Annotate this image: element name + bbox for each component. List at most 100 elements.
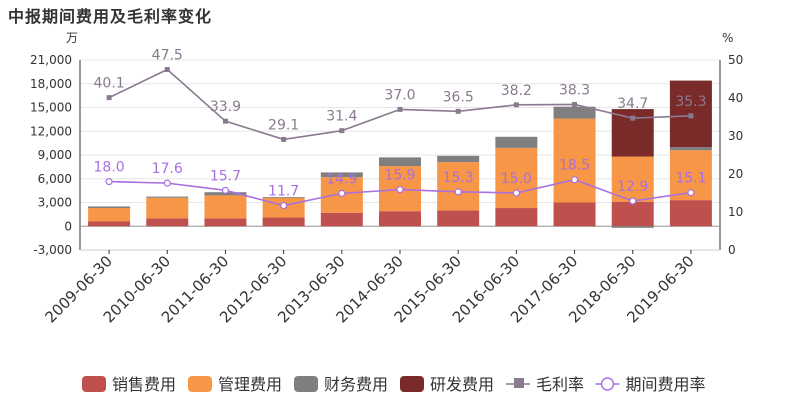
- bar-2: [669, 147, 712, 151]
- data-label-1: 15.9: [384, 168, 415, 184]
- bar-0: [553, 202, 596, 227]
- line-point-1: [105, 178, 113, 186]
- bar-1: [204, 195, 247, 219]
- data-label-1: 18.0: [94, 160, 125, 176]
- data-label-0: 35.3: [675, 94, 706, 110]
- line-point-1: [454, 188, 462, 196]
- bar-0: [146, 218, 189, 227]
- legend-swatch: [188, 376, 212, 392]
- chart-title: 中报期间费用及毛利率变化: [8, 7, 213, 26]
- y-left-tick-label: 18,000: [30, 77, 72, 91]
- bar-1: [88, 208, 131, 222]
- bar-2: [495, 136, 538, 148]
- bar-0: [88, 221, 131, 227]
- bar-0: [437, 210, 480, 227]
- data-label-0: 37.0: [384, 87, 415, 103]
- bar-2: [146, 196, 189, 198]
- bar-2: [379, 157, 421, 167]
- y-left-unit: 万: [66, 31, 78, 45]
- line-point-0: [164, 67, 170, 72]
- data-label-1: 15.7: [210, 168, 241, 184]
- y-right-tick-label: 20: [728, 167, 743, 181]
- data-label-0: 40.1: [94, 76, 125, 92]
- y-right-tick-label: 50: [728, 53, 743, 67]
- line-point-0: [281, 136, 287, 142]
- line-point-0: [688, 113, 694, 119]
- data-label-0: 47.5: [152, 48, 183, 64]
- data-label-1: 15.3: [443, 170, 474, 186]
- line-point-0: [106, 95, 112, 101]
- data-label-1: 14.9: [326, 171, 357, 187]
- line-point-0: [513, 102, 519, 108]
- y-left-tick-label: 15,000: [30, 101, 72, 115]
- bar-2: [611, 226, 654, 228]
- bar-1: [611, 156, 654, 202]
- bar-2: [262, 196, 305, 198]
- line-point-0: [630, 115, 636, 121]
- line-point-0: [572, 101, 578, 107]
- legend-label: 财务费用: [324, 375, 388, 394]
- bar-0: [320, 212, 363, 227]
- line-point-0: [455, 108, 461, 114]
- y-left-tick-label: 6,000: [38, 172, 72, 186]
- bar-1: [553, 118, 596, 203]
- line-point-1: [163, 179, 171, 187]
- data-label-1: 12.9: [617, 179, 648, 195]
- bar-1: [146, 197, 189, 219]
- legend-label: 销售费用: [112, 375, 176, 394]
- bar-0: [379, 211, 421, 227]
- data-label-0: 31.4: [326, 109, 357, 125]
- line-point-1: [570, 176, 579, 184]
- bar-2: [553, 106, 596, 119]
- y-right-tick-label: 40: [728, 91, 743, 105]
- line-point-1: [396, 185, 404, 194]
- legend-swatch: [294, 376, 318, 392]
- bar-2: [320, 172, 363, 178]
- data-label-0: 36.5: [443, 89, 474, 105]
- y-left-tick-label: -3,000: [33, 243, 72, 257]
- bar-0: [262, 217, 305, 227]
- y-left-tick-label: 3,000: [38, 196, 72, 210]
- y-left-tick-label: 9,000: [38, 148, 72, 162]
- y-right-tick-label: 30: [728, 129, 743, 143]
- y-right-tick-label: 0: [728, 243, 736, 257]
- legend-marker: [514, 378, 524, 388]
- y-left-tick-label: 0: [64, 219, 72, 233]
- bar-0: [611, 201, 654, 227]
- data-label-1: 15.0: [501, 171, 532, 187]
- legend-marker: [600, 377, 615, 391]
- line-point-1: [629, 197, 637, 205]
- data-label-1: 15.1: [675, 171, 706, 187]
- y-right-unit: %: [722, 31, 733, 45]
- bar-0: [495, 208, 538, 227]
- line-point-1: [338, 189, 346, 197]
- legend-label: 期间费用率: [626, 375, 706, 394]
- bar-2: [437, 155, 480, 163]
- data-label-0: 38.2: [501, 83, 532, 99]
- line-point-0: [222, 118, 228, 124]
- line-0: [108, 68, 691, 141]
- data-label-0: 33.9: [210, 99, 241, 115]
- line-point-1: [687, 189, 695, 197]
- y-right-tick-label: 10: [728, 205, 743, 219]
- bar-2: [88, 206, 131, 209]
- line-point-1: [512, 189, 520, 197]
- bar-0: [669, 200, 712, 227]
- line-point-0: [339, 128, 345, 134]
- line-point-1: [280, 201, 288, 210]
- line-point-1: [221, 186, 230, 194]
- data-label-1: 17.6: [152, 161, 183, 177]
- legend-label: 研发费用: [430, 375, 494, 394]
- data-label-0: 29.1: [268, 117, 299, 133]
- bar-0: [204, 218, 247, 227]
- legend-swatch: [82, 376, 106, 392]
- y-left-tick-label: 12,000: [30, 124, 72, 138]
- data-label-0: 38.3: [559, 82, 590, 98]
- legend-label: 毛利率: [536, 375, 584, 394]
- data-label-1: 18.5: [559, 158, 590, 174]
- legend-swatch: [400, 376, 424, 392]
- bar-1: [437, 162, 480, 211]
- data-label-0: 34.7: [617, 96, 648, 112]
